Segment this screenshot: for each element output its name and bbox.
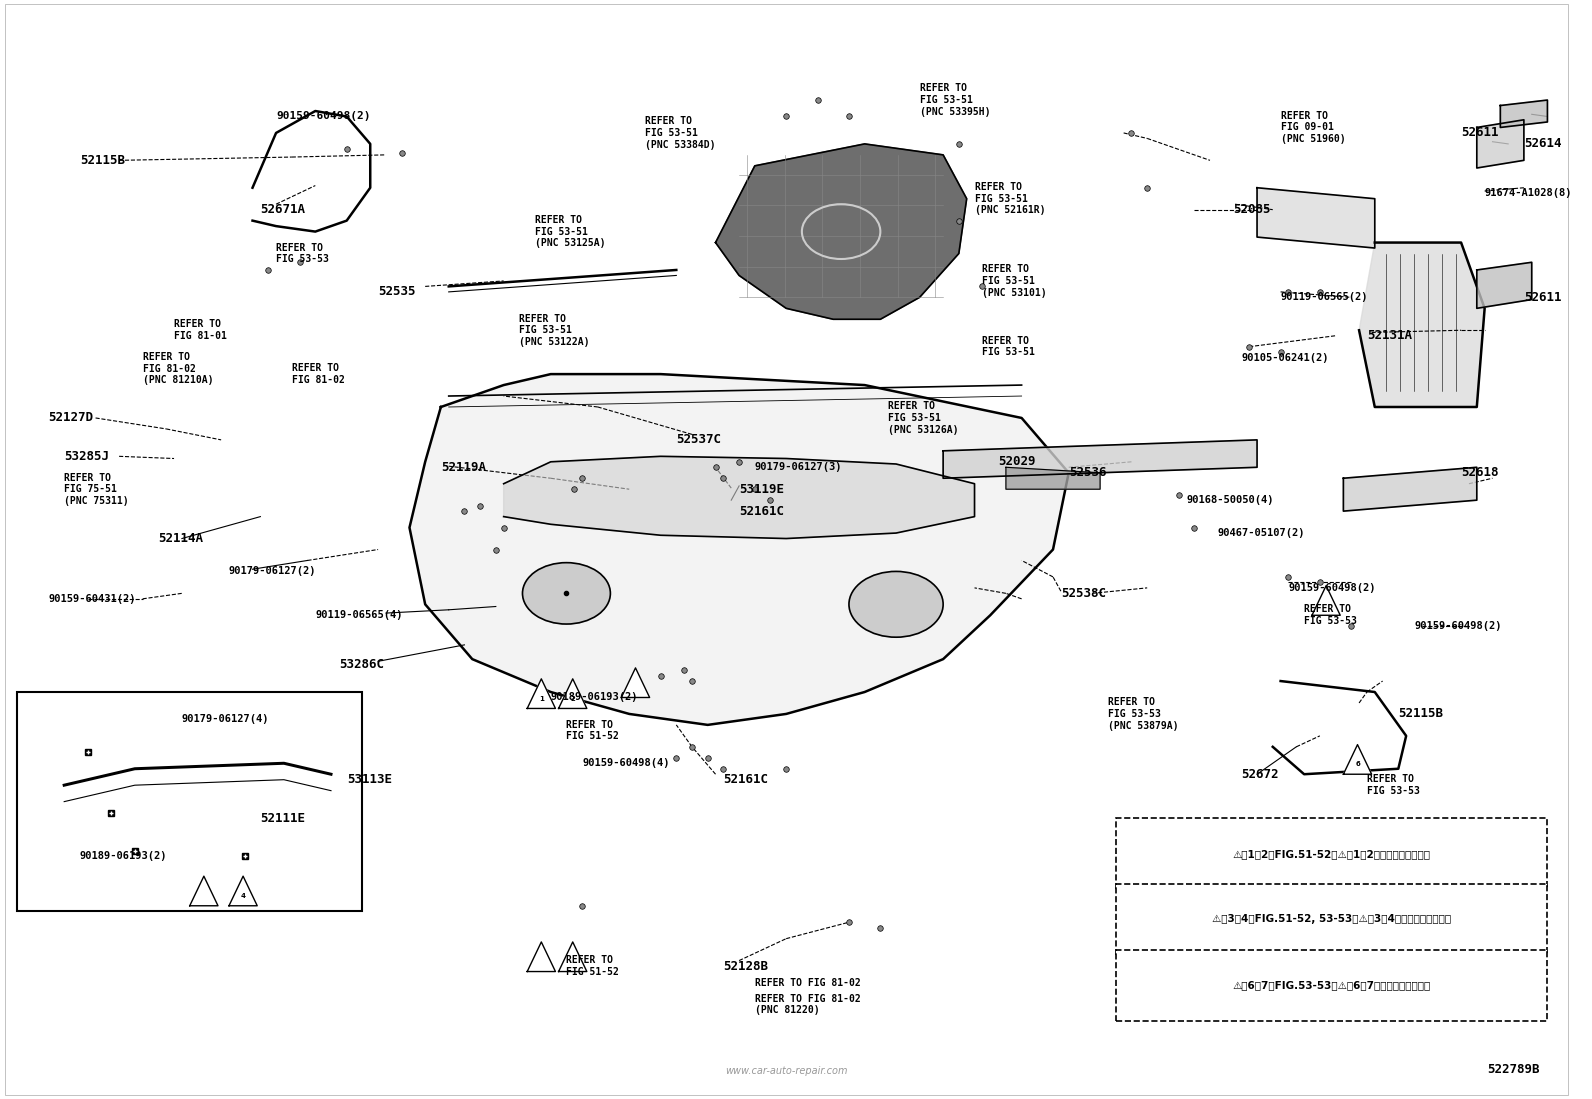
Text: 2: 2	[570, 696, 575, 701]
Text: 52535: 52535	[377, 286, 416, 299]
Text: 52161C: 52161C	[739, 504, 785, 518]
Text: 90159-60498(2): 90159-60498(2)	[275, 111, 371, 122]
Text: REFER TO
FIG 53-51
(PNC 53122A): REFER TO FIG 53-51 (PNC 53122A)	[519, 313, 591, 347]
Text: 4: 4	[240, 892, 245, 899]
Polygon shape	[559, 679, 587, 709]
Text: 52131A: 52131A	[1368, 330, 1412, 342]
Text: 90159-60498(4): 90159-60498(4)	[583, 758, 670, 768]
Polygon shape	[715, 144, 966, 320]
Text: REFER TO
FIG 81-02: REFER TO FIG 81-02	[291, 364, 344, 385]
Text: 52114A: 52114A	[158, 532, 204, 545]
Text: 91674-A1028(8): 91674-A1028(8)	[1485, 188, 1573, 198]
Text: REFER TO
FIG 81-02
(PNC 81210A): REFER TO FIG 81-02 (PNC 81210A)	[143, 352, 213, 386]
Text: 52161C: 52161C	[723, 774, 769, 786]
Text: 53286C: 53286C	[339, 658, 384, 671]
Text: REFER TO
FIG 53-51: REFER TO FIG 53-51	[982, 336, 1035, 357]
Polygon shape	[942, 440, 1258, 478]
Text: 52029: 52029	[998, 455, 1035, 468]
Circle shape	[522, 563, 610, 624]
Text: ⚠、1、2はFIG.51-52の⚠、1、2と対応しています。: ⚠、1、2はFIG.51-52の⚠、1、2と対応しています。	[1232, 848, 1431, 858]
Text: 52111E: 52111E	[261, 811, 306, 824]
Text: REFER TO
FIG 81-01: REFER TO FIG 81-01	[174, 320, 228, 341]
Text: REFER TO
FIG 53-53
(PNC 53879A): REFER TO FIG 53-53 (PNC 53879A)	[1108, 698, 1178, 731]
Polygon shape	[1006, 467, 1100, 489]
Text: 90168-50050(4): 90168-50050(4)	[1186, 496, 1274, 506]
Text: REFER TO
FIG 09-01
(PNC 51960): REFER TO FIG 09-01 (PNC 51960)	[1280, 111, 1345, 144]
Text: 52671A: 52671A	[261, 203, 306, 217]
Polygon shape	[559, 942, 587, 972]
FancyBboxPatch shape	[1116, 818, 1547, 889]
Text: 52128B: 52128B	[723, 959, 769, 973]
Text: REFER TO
FIG 53-51
(PNC 53125A): REFER TO FIG 53-51 (PNC 53125A)	[535, 215, 605, 248]
Text: 90179-06127(2): 90179-06127(2)	[229, 566, 317, 576]
Text: 90159-60498(2): 90159-60498(2)	[1288, 582, 1375, 592]
Polygon shape	[527, 679, 556, 709]
Text: REFER TO
FIG 53-51
(PNC 53395H): REFER TO FIG 53-51 (PNC 53395H)	[920, 84, 990, 116]
Bar	[18, 692, 363, 911]
Text: REFER TO
FIG 53-51
(PNC 53384D): REFER TO FIG 53-51 (PNC 53384D)	[645, 116, 715, 149]
Text: 53119E: 53119E	[739, 482, 785, 496]
Polygon shape	[527, 942, 556, 972]
Text: 90119-06565(2): 90119-06565(2)	[1280, 292, 1368, 302]
Text: 52536: 52536	[1068, 466, 1106, 479]
Text: 53113E: 53113E	[347, 774, 392, 786]
Text: REFER TO FIG 81-02: REFER TO FIG 81-02	[755, 977, 861, 988]
Text: 90189-06193(2): 90189-06193(2)	[551, 692, 638, 702]
Text: REFER TO
FIG 53-53: REFER TO FIG 53-53	[1368, 775, 1420, 796]
Text: 52085: 52085	[1234, 203, 1270, 217]
Text: 52115B: 52115B	[1398, 708, 1444, 721]
Polygon shape	[1477, 263, 1532, 309]
Text: REFER TO
FIG 53-53: REFER TO FIG 53-53	[1304, 604, 1356, 626]
Polygon shape	[1500, 100, 1547, 127]
FancyBboxPatch shape	[1116, 950, 1547, 1021]
Text: 52611: 52611	[1524, 291, 1562, 303]
Polygon shape	[621, 668, 650, 698]
Text: REFER TO FIG 81-02
(PNC 81220): REFER TO FIG 81-02 (PNC 81220)	[755, 993, 861, 1015]
Polygon shape	[1312, 586, 1340, 615]
Polygon shape	[1477, 120, 1524, 168]
Text: 52611: 52611	[1461, 126, 1498, 140]
Text: ⚠、3、4はFIG.51-52, 53-53の⚠、3、4と対応しています。: ⚠、3、4はFIG.51-52, 53-53の⚠、3、4と対応しています。	[1212, 914, 1452, 924]
Text: 53285J: 53285J	[64, 449, 110, 463]
Text: 90467-05107(2): 90467-05107(2)	[1218, 528, 1305, 539]
Text: 90179-06127(3): 90179-06127(3)	[755, 463, 842, 473]
Text: 52672: 52672	[1242, 768, 1278, 780]
Text: 90179-06127(4): 90179-06127(4)	[181, 714, 269, 724]
Text: REFER TO
FIG 51-52: REFER TO FIG 51-52	[567, 720, 619, 741]
Text: ⚠、6、7はFIG.53-53の⚠、6、7と対応しています。: ⚠、6、7はFIG.53-53の⚠、6、7と対応しています。	[1232, 980, 1431, 990]
Text: 52537C: 52537C	[677, 433, 721, 446]
Text: 90159-60498(2): 90159-60498(2)	[1414, 621, 1501, 631]
Text: REFER TO
FIG 75-51
(PNC 75311): REFER TO FIG 75-51 (PNC 75311)	[64, 473, 129, 506]
Text: REFER TO
FIG 53-53: REFER TO FIG 53-53	[275, 243, 330, 265]
Text: 52115B: 52115B	[80, 154, 124, 167]
Text: 6: 6	[1355, 762, 1360, 767]
Text: REFER TO
FIG 53-51
(PNC 53126A): REFER TO FIG 53-51 (PNC 53126A)	[888, 401, 958, 434]
Text: www.car-auto-repair.com: www.car-auto-repair.com	[724, 1066, 847, 1076]
Text: 90189-06193(2): 90189-06193(2)	[80, 852, 167, 862]
Text: REFER TO
FIG 53-51
(PNC 53101): REFER TO FIG 53-51 (PNC 53101)	[982, 265, 1048, 298]
Text: 52614: 52614	[1524, 137, 1562, 151]
Polygon shape	[409, 374, 1068, 725]
Text: 90119-06565(4): 90119-06565(4)	[315, 610, 403, 620]
Text: 52618: 52618	[1461, 466, 1498, 479]
Polygon shape	[503, 456, 974, 539]
Polygon shape	[1258, 188, 1375, 248]
Polygon shape	[229, 876, 258, 906]
Text: REFER TO
FIG 53-51
(PNC 52161R): REFER TO FIG 53-51 (PNC 52161R)	[974, 182, 1044, 215]
Polygon shape	[1344, 745, 1372, 774]
Text: 90105-06241(2): 90105-06241(2)	[1242, 353, 1329, 363]
Polygon shape	[1360, 243, 1485, 407]
Polygon shape	[189, 876, 218, 906]
Text: 90159-60431(2): 90159-60431(2)	[48, 593, 135, 603]
FancyBboxPatch shape	[1116, 884, 1547, 955]
Text: 522789B: 522789B	[1487, 1063, 1539, 1076]
Polygon shape	[1344, 467, 1477, 511]
Circle shape	[849, 571, 942, 637]
Text: 52119A: 52119A	[441, 460, 486, 474]
Text: 1: 1	[538, 696, 544, 701]
Text: REFER TO
FIG 51-52: REFER TO FIG 51-52	[567, 955, 619, 977]
Text: 52538C: 52538C	[1060, 587, 1106, 600]
Text: 52127D: 52127D	[48, 411, 94, 424]
